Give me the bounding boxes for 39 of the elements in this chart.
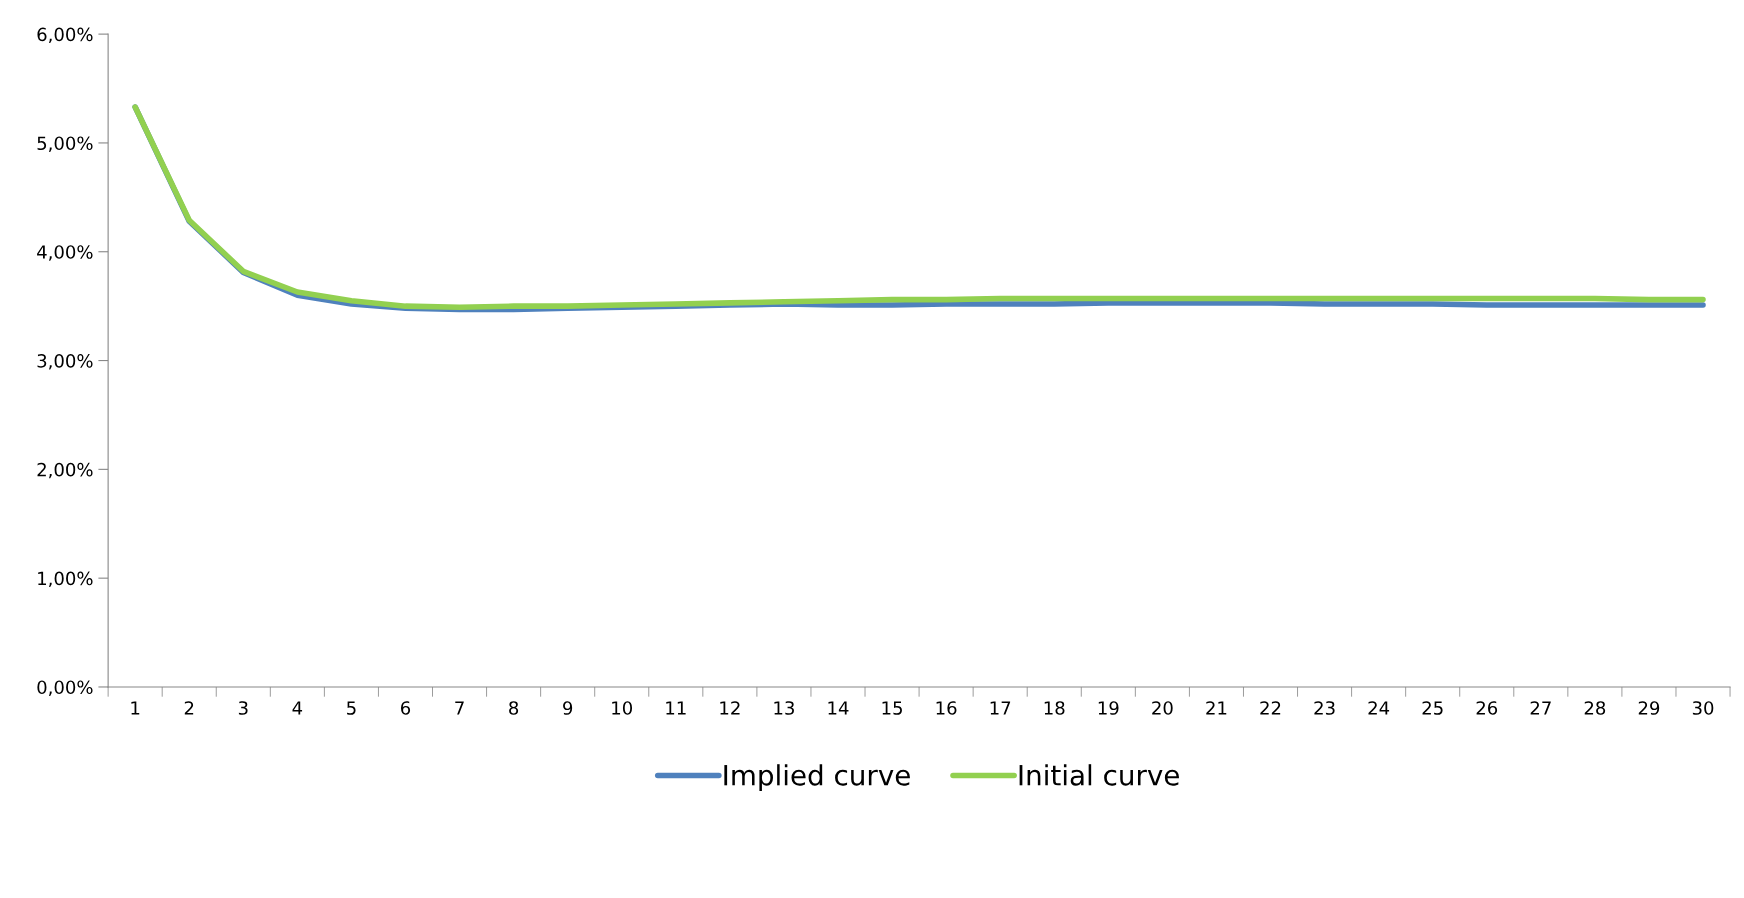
x-tick-label: 3 [238,701,248,715]
x-tick-label: 28 [1584,701,1606,715]
y-tick-label: 2,00% [37,462,93,479]
y-tick-label: 6,00% [37,27,93,44]
x-tick-label: 6 [401,701,411,715]
x-tick-label: 25 [1422,701,1443,715]
legend-label: Initial curve [1019,764,1179,786]
x-tick-label: 22 [1260,701,1281,715]
x-tick-label: 4 [292,701,303,715]
y-tick-label: 3,00% [37,354,93,370]
y-tick-label: 5,00% [37,136,93,152]
x-tick-label: 19 [1098,701,1119,715]
x-tick-label: 2 [184,701,194,715]
x-tick-label: 27 [1530,701,1551,715]
x-tick-label: 16 [936,701,957,715]
x-tick-label: 20 [1152,701,1173,715]
x-tick-label: 13 [774,701,794,715]
x-tick-label: 18 [1044,701,1065,715]
legend-label: Implied curve [724,764,910,792]
y-tick-label: 1,00% [38,571,93,588]
x-tick-label: 8 [509,701,519,715]
x-tick-label: 10 [612,701,633,715]
x-tick-label: 15 [882,701,902,715]
x-tick-label: 11 [666,701,686,715]
x-tick-label: 7 [455,701,464,715]
x-tick-label: 24 [1368,701,1390,715]
x-tick-label: 21 [1206,701,1227,715]
y-tick-label: 0,00% [37,680,93,696]
x-tick-label: 17 [990,701,1011,715]
x-tick-label: 5 [347,701,356,715]
x-tick-label: 14 [828,701,849,715]
x-tick-label: 29 [1638,701,1660,715]
y-tick-label: 4,00% [37,245,93,261]
x-tick-label: 12 [720,701,740,715]
x-tick-label: 1 [131,701,140,715]
x-tick-label: 26 [1476,701,1498,715]
x-tick-label: 23 [1314,701,1335,715]
x-tick-label: 30 [1692,701,1714,715]
x-tick-label: 9 [563,701,573,715]
